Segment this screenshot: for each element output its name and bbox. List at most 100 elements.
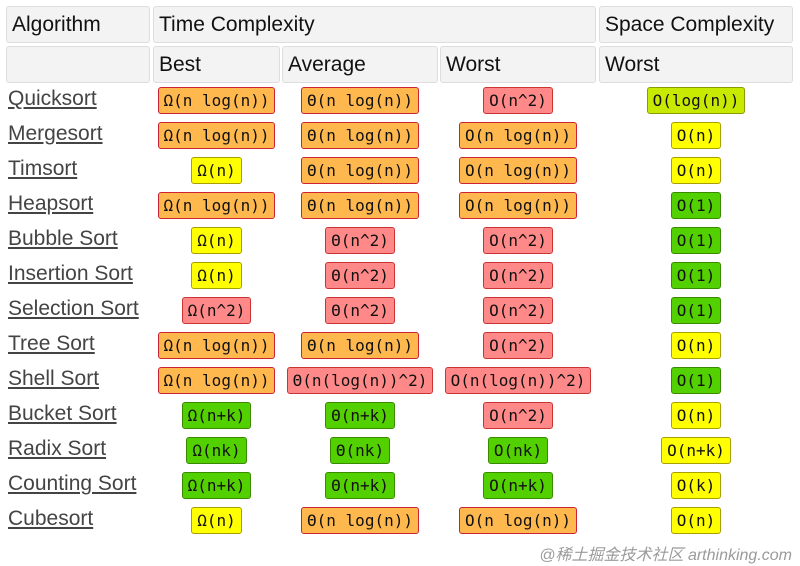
avg-cell: Θ(n log(n)) — [282, 328, 438, 363]
best-cell: Ω(n log(n)) — [153, 83, 280, 118]
best-complexity-badge: Ω(n log(n)) — [157, 87, 276, 114]
best-cell: Ω(n log(n)) — [153, 328, 280, 363]
space-cell: O(n) — [599, 328, 793, 363]
space-cell: O(n) — [599, 153, 793, 188]
avg-complexity-badge: Θ(n^2) — [325, 297, 395, 324]
avg-complexity-badge: Θ(n log(n)) — [301, 122, 419, 149]
worst-complexity-badge: O(n^2) — [483, 262, 553, 289]
avg-cell: Θ(n log(n)) — [282, 503, 438, 538]
table-row: Radix Sort Ω(nk) Θ(nk) O(nk) O(n+k) — [0, 433, 800, 468]
avg-cell: Θ(n log(n)) — [282, 153, 438, 188]
avg-cell: Θ(n log(n)) — [282, 83, 438, 118]
worst-cell: O(n^2) — [440, 328, 596, 363]
best-complexity-badge: Ω(n) — [191, 157, 242, 184]
worst-complexity-badge: O(n(log(n))^2) — [444, 367, 592, 394]
avg-cell: Θ(n log(n)) — [282, 188, 438, 223]
table-row: Bubble Sort Ω(n) Θ(n^2) O(n^2) O(1) — [0, 223, 800, 258]
table-row: Selection Sort Ω(n^2) Θ(n^2) O(n^2) O(1) — [0, 293, 800, 328]
algorithm-link[interactable]: Mergesort — [8, 122, 103, 145]
algorithm-link[interactable]: Shell Sort — [8, 367, 100, 390]
worst-complexity-badge: O(n+k) — [483, 472, 553, 499]
space-complexity-badge: O(n+k) — [661, 437, 731, 464]
avg-complexity-badge: Θ(n log(n)) — [301, 192, 419, 219]
table-row: Bucket Sort Ω(n+k) Θ(n+k) O(n^2) O(n) — [0, 398, 800, 433]
worst-complexity-badge: O(n^2) — [483, 227, 553, 254]
algorithm-link[interactable]: Radix Sort — [8, 437, 107, 460]
best-cell: Ω(nk) — [153, 433, 280, 468]
space-cell: O(n+k) — [599, 433, 793, 468]
best-cell: Ω(n) — [153, 503, 280, 538]
algorithm-link[interactable]: Cubesort — [8, 507, 94, 530]
algorithm-link[interactable]: Tree Sort — [8, 332, 95, 355]
algorithm-link[interactable]: Timsort — [8, 157, 78, 180]
worst-complexity-badge: O(n log(n)) — [459, 122, 577, 149]
table-row: Timsort Ω(n) Θ(n log(n)) O(n log(n)) O(n) — [0, 153, 800, 188]
best-cell: Ω(n+k) — [153, 398, 280, 433]
header-space-worst: Worst — [599, 46, 793, 83]
best-complexity-badge: Ω(n+k) — [181, 402, 252, 429]
space-complexity-badge: O(n) — [670, 122, 722, 149]
space-cell: O(1) — [599, 188, 793, 223]
best-complexity-badge: Ω(n log(n)) — [157, 332, 276, 359]
space-complexity-badge: O(1) — [670, 192, 722, 219]
avg-complexity-badge: Θ(n+k) — [325, 402, 395, 429]
space-complexity-badge: O(1) — [670, 262, 722, 289]
worst-cell: O(n log(n)) — [440, 503, 596, 538]
best-complexity-badge: Ω(n^2) — [181, 297, 252, 324]
header-time-complexity: Time Complexity — [153, 6, 596, 43]
algorithm-link[interactable]: Counting Sort — [8, 472, 137, 495]
worst-cell: O(n^2) — [440, 258, 596, 293]
avg-cell: Θ(n^2) — [282, 223, 438, 258]
algorithm-link[interactable]: Selection Sort — [8, 297, 139, 320]
table-row: Quicksort Ω(n log(n)) Θ(n log(n)) O(n^2) O(l… — [0, 83, 800, 118]
space-complexity-badge: O(n) — [670, 402, 722, 429]
space-cell: O(log(n)) — [599, 83, 793, 118]
best-cell: Ω(n) — [153, 223, 280, 258]
algorithm-link[interactable]: Quicksort — [8, 87, 97, 110]
space-complexity-badge: O(log(n)) — [646, 87, 746, 114]
header-average: Average — [282, 46, 438, 83]
space-complexity-badge: O(n) — [670, 507, 722, 534]
worst-cell: O(n log(n)) — [440, 188, 596, 223]
avg-complexity-badge: Θ(n log(n)) — [301, 332, 419, 359]
avg-complexity-badge: Θ(n+k) — [325, 472, 395, 499]
best-complexity-badge: Ω(n log(n)) — [157, 367, 276, 394]
best-cell: Ω(n log(n)) — [153, 118, 280, 153]
header-space-complexity: Space Complexity — [599, 6, 793, 43]
avg-cell: Θ(n(log(n))^2) — [282, 363, 438, 398]
worst-complexity-badge: O(n log(n)) — [459, 192, 577, 219]
worst-cell: O(n+k) — [440, 468, 596, 503]
avg-complexity-badge: Θ(n^2) — [325, 262, 395, 289]
space-complexity-badge: O(n) — [670, 157, 722, 184]
table-row: Cubesort Ω(n) Θ(n log(n)) O(n log(n)) O(n) — [0, 503, 800, 538]
avg-complexity-badge: Θ(n log(n)) — [301, 87, 419, 114]
space-cell: O(1) — [599, 223, 793, 258]
algorithm-link[interactable]: Insertion Sort — [8, 262, 133, 285]
table-row: Counting Sort Ω(n+k) Θ(n+k) O(n+k) O(k) — [0, 468, 800, 503]
table-row: Insertion Sort Ω(n) Θ(n^2) O(n^2) O(1) — [0, 258, 800, 293]
space-complexity-badge: O(1) — [670, 297, 722, 324]
space-cell: O(n) — [599, 503, 793, 538]
worst-complexity-badge: O(n^2) — [483, 297, 553, 324]
avg-cell: Θ(nk) — [282, 433, 438, 468]
header-algorithm: Algorithm — [6, 6, 150, 43]
worst-complexity-badge: O(n^2) — [483, 402, 553, 429]
space-cell: O(1) — [599, 293, 793, 328]
best-complexity-badge: Ω(nk) — [186, 437, 247, 464]
algorithm-link[interactable]: Heapsort — [8, 192, 94, 215]
worst-cell: O(n log(n)) — [440, 153, 596, 188]
space-complexity-badge: O(1) — [670, 367, 722, 394]
worst-cell: O(n^2) — [440, 223, 596, 258]
space-cell: O(k) — [599, 468, 793, 503]
best-complexity-badge: Ω(n log(n)) — [157, 122, 276, 149]
worst-complexity-badge: O(n^2) — [483, 87, 553, 114]
avg-complexity-badge: Θ(n log(n)) — [301, 507, 419, 534]
space-cell: O(1) — [599, 363, 793, 398]
avg-cell: Θ(n^2) — [282, 258, 438, 293]
avg-cell: Θ(n^2) — [282, 293, 438, 328]
avg-cell: Θ(n+k) — [282, 468, 438, 503]
algorithm-link[interactable]: Bubble Sort — [8, 227, 118, 250]
worst-cell: O(n^2) — [440, 398, 596, 433]
algorithm-link[interactable]: Bucket Sort — [8, 402, 117, 425]
best-cell: Ω(n) — [153, 258, 280, 293]
